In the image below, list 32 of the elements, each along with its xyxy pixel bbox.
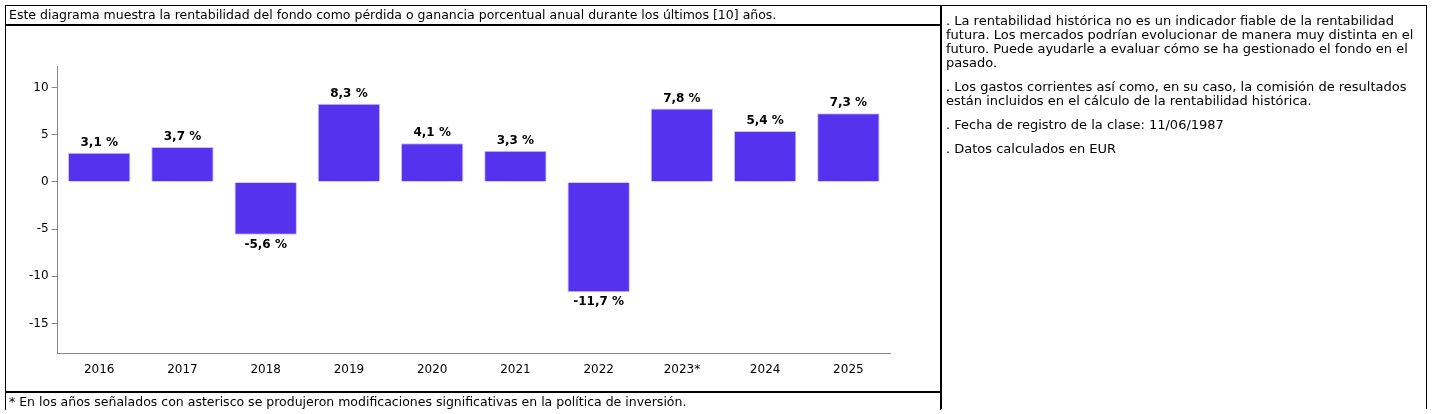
y-tick-label: -5 bbox=[36, 221, 49, 236]
text: * En los años señalados con asterisco se produjeron modificaciones significativas en la política de inversión. bbox=[6, 391, 940, 410]
data-label: 7,3 % bbox=[829, 95, 868, 110]
x-tick-label: 2018 bbox=[250, 361, 281, 376]
x-tick-label: 2021 bbox=[500, 361, 531, 376]
data-label: 3,1 % bbox=[80, 134, 118, 149]
x-tick-label: 2017 bbox=[167, 361, 198, 376]
text: . Fecha de registro de la clase: 11/06/1987 bbox=[946, 117, 1225, 132]
text: . Los gastos corrientes así como, en su caso, la comisión de resultados están incluidos en el cálculo de la rentabilidad histórica. bbox=[946, 79, 1408, 108]
x-tick-label: 2016 bbox=[83, 361, 115, 376]
x-tick-label: 2023* bbox=[663, 361, 701, 376]
data-label: 7,8 % bbox=[663, 90, 701, 105]
y-tick-label: 0 bbox=[40, 174, 49, 189]
x-tick-label: 2020 bbox=[416, 361, 448, 376]
text: . La rentabilidad histórica no es un indicador fiable de la rentabilidad futura. Los mercados podrían evolucionar de manera muy distinta en el futuro. Puede ayudarle a evaluar cómo se ha gestionado el fondo en el pasado. bbox=[946, 13, 1415, 70]
x-tick-label: 2022 bbox=[583, 361, 614, 376]
y-tick-label: 10 bbox=[33, 79, 49, 94]
x-tick-label: 2019 bbox=[333, 361, 365, 376]
data-label: 3,7 % bbox=[163, 129, 202, 144]
y-tick-label: 5 bbox=[40, 126, 49, 141]
data-label: -11,7 % bbox=[573, 294, 625, 309]
text: . Datos calculados en EUR bbox=[946, 141, 1118, 156]
y-tick-label: -15 bbox=[28, 315, 49, 330]
x-tick-label: 2024 bbox=[749, 361, 781, 376]
chart-title: Este diagrama muestra la rentabilidad del fondo como pérdida o ganancia porcentual anual durante los últimos [10] años. bbox=[6, 6, 940, 26]
data-label: 3,3 % bbox=[496, 132, 535, 147]
data-label: 5,4 % bbox=[746, 113, 784, 128]
y-tick-label: -10 bbox=[28, 268, 49, 283]
data-label: 8,3 % bbox=[330, 85, 368, 100]
x-tick-label: 2025 bbox=[833, 361, 864, 376]
data-label: -5,6 % bbox=[244, 236, 287, 251]
data-label: 4,1 % bbox=[413, 125, 451, 140]
